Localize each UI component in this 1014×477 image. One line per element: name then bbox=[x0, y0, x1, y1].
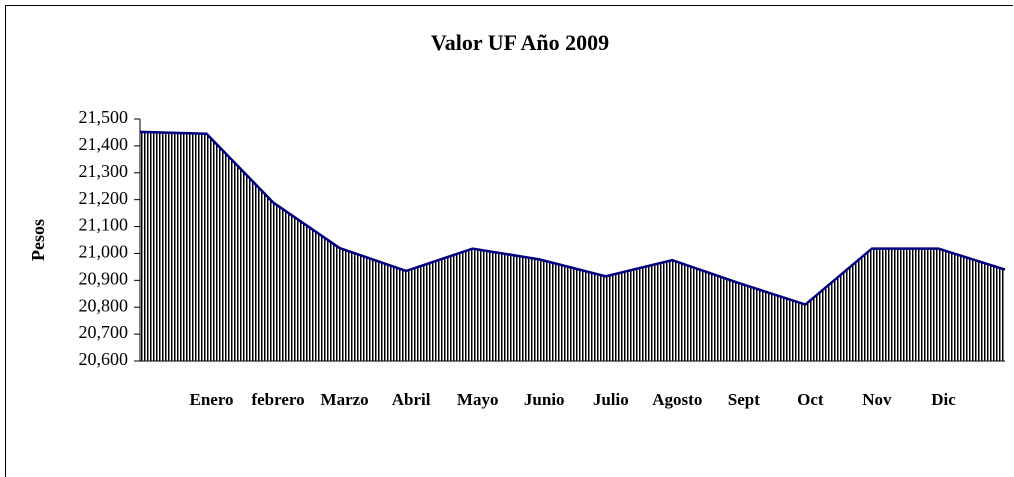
y-tick-label: 21,500 bbox=[79, 107, 129, 127]
y-tick-label: 21,000 bbox=[79, 242, 129, 262]
y-tick-label: 21,100 bbox=[79, 215, 129, 235]
x-tick-label: Junio bbox=[524, 390, 565, 409]
x-tick-label: Mayo bbox=[457, 390, 499, 409]
x-tick-label: Dic bbox=[931, 390, 956, 409]
y-axis-label: Pesos bbox=[28, 219, 48, 261]
y-tick-label: 21,400 bbox=[79, 134, 129, 154]
x-tick-label: Sept bbox=[728, 390, 760, 409]
chart-border bbox=[5, 5, 1013, 477]
x-tick-label: febrero bbox=[251, 390, 304, 409]
x-tick-label: Enero bbox=[189, 390, 233, 409]
y-tick-label: 21,200 bbox=[79, 188, 129, 208]
y-tick-label: 20,900 bbox=[79, 268, 129, 288]
x-tick-label: Julio bbox=[593, 390, 629, 409]
x-tick-label: Oct bbox=[797, 390, 824, 409]
x-tick-label: Abril bbox=[392, 390, 431, 409]
area-line bbox=[139, 130, 1006, 306]
x-tick-label: Agosto bbox=[652, 390, 702, 409]
area bbox=[140, 131, 1005, 361]
y-tick-label: 20,800 bbox=[79, 295, 129, 315]
y-tick-label: 20,700 bbox=[79, 322, 129, 342]
x-tick-label: Marzo bbox=[321, 390, 369, 409]
y-tick-label: 20,600 bbox=[79, 349, 129, 369]
x-tick-label: Nov bbox=[862, 390, 892, 409]
chart-title: Valor UF Año 2009 bbox=[431, 30, 609, 55]
y-tick-label: 21,300 bbox=[79, 161, 129, 181]
